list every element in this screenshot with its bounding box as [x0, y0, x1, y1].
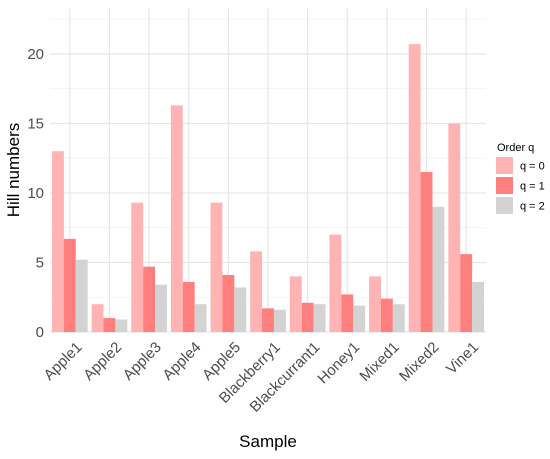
x-axis-title: Sample [239, 432, 297, 451]
legend-title: Order q [497, 142, 534, 154]
bar [472, 282, 484, 332]
x-tick-label: Vine1 [443, 339, 482, 378]
bar [460, 254, 472, 332]
x-tick-label: Blackcurrant1 [247, 339, 324, 416]
bar [171, 105, 183, 332]
bar [143, 267, 155, 332]
bar [314, 304, 326, 332]
bar [64, 239, 76, 332]
bar [290, 276, 302, 332]
legend-label: q = 2 [520, 201, 545, 213]
x-tick-label: Apple1 [41, 339, 86, 384]
legend-label: q = 1 [520, 181, 545, 193]
bar [222, 275, 234, 332]
bar [409, 44, 421, 332]
y-tick-label: 5 [36, 254, 44, 271]
bar [234, 288, 246, 333]
bar [195, 304, 207, 332]
bar [262, 308, 274, 332]
legend-label: q = 0 [520, 161, 545, 173]
bar [329, 235, 341, 332]
bar [432, 207, 444, 332]
x-tick-label: Apple3 [120, 339, 165, 384]
bar [381, 299, 393, 332]
bar [421, 172, 433, 332]
y-axis-ticks: 0 5 10 15 20 [27, 46, 44, 341]
bar [131, 203, 143, 332]
y-tick-label: 15 [27, 115, 44, 132]
x-axis-ticks: Apple1Apple2Apple3Apple4Apple5Blackberry… [41, 339, 482, 416]
x-tick-label: Apple2 [80, 339, 125, 384]
bar [250, 251, 262, 332]
bar [369, 276, 381, 332]
x-tick-label: Mixed1 [356, 339, 402, 385]
bar [211, 203, 223, 332]
legend-swatch [496, 177, 513, 194]
x-tick-label: Mixed2 [396, 339, 442, 385]
bar [274, 310, 286, 332]
y-tick-label: 10 [27, 185, 44, 202]
bar [353, 306, 365, 332]
x-tick-label: Apple4 [159, 339, 204, 384]
bar [104, 318, 116, 332]
y-axis-title: Hill numbers [4, 123, 23, 217]
bar [92, 304, 104, 332]
bar [155, 285, 167, 332]
bar [115, 319, 127, 332]
legend-swatch [496, 197, 513, 214]
legend: Order q q = 0 q = 1 q = 2 [496, 142, 545, 214]
y-tick-label: 0 [36, 324, 44, 341]
bar [76, 260, 88, 332]
bar [393, 304, 405, 332]
legend-swatch [496, 157, 513, 174]
bar [52, 151, 64, 332]
bar [183, 282, 195, 332]
bar [448, 123, 460, 332]
bar [302, 303, 314, 332]
x-tick-label: Honey1 [314, 339, 363, 388]
y-tick-label: 20 [27, 46, 44, 63]
bar [341, 294, 353, 332]
